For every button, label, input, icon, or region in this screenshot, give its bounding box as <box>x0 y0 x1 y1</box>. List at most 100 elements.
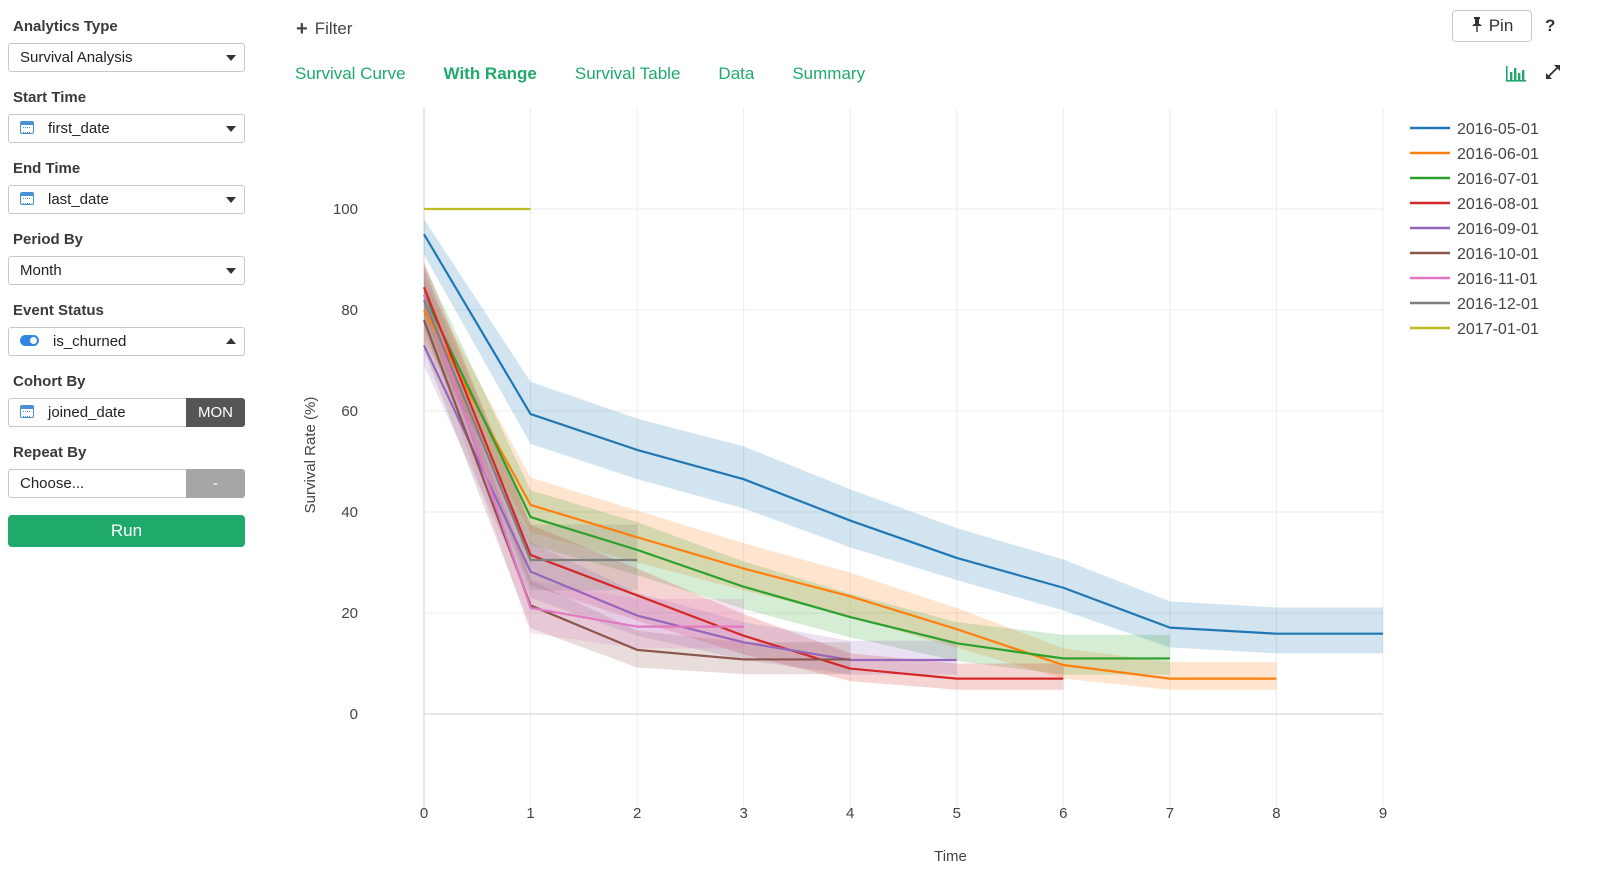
start-time-label: Start Time <box>13 89 87 106</box>
bar-chart-icon[interactable] <box>1505 64 1527 82</box>
confidence-band-2016-09-01 <box>424 325 957 675</box>
calendar-icon <box>20 192 34 206</box>
pin-button[interactable]: Pin <box>1452 10 1532 42</box>
period-by-select[interactable]: Month <box>8 256 245 285</box>
tab-survival-table[interactable]: Survival Table <box>574 64 681 83</box>
confidence-band-2016-11-01 <box>424 264 744 649</box>
series-line-2016-12-01[interactable] <box>422 299 638 562</box>
x-tick-label: 5 <box>953 805 961 822</box>
legend-item[interactable]: 2017-01-01 <box>1410 321 1539 338</box>
legend-item[interactable]: 2016-10-01 <box>1410 246 1539 263</box>
x-tick-label: 3 <box>739 805 747 822</box>
y-tick-label: 100 <box>333 201 358 218</box>
chevron-down-icon <box>226 268 236 274</box>
x-tick-label: 8 <box>1272 805 1280 822</box>
end-time-value: last_date <box>48 191 109 208</box>
repeat-by-select[interactable]: Choose... <box>8 469 186 498</box>
confidence-band-2016-08-01 <box>424 262 1064 690</box>
series-line-2016-11-01[interactable] <box>422 294 744 628</box>
legend-label: 2016-07-01 <box>1457 171 1539 188</box>
analytics-type-value: Survival Analysis <box>20 49 133 66</box>
x-tick-label: 9 <box>1379 805 1387 822</box>
legend-item[interactable]: 2016-12-01 <box>1410 296 1539 313</box>
event-status-select[interactable]: is_churned <box>8 327 245 356</box>
x-tick-label: 4 <box>846 805 854 822</box>
run-button[interactable]: Run <box>8 515 245 547</box>
repeat-by-label: Repeat By <box>13 444 87 461</box>
legend-label: 2016-08-01 <box>1457 196 1539 213</box>
x-tick-label: 7 <box>1166 805 1174 822</box>
legend-label: 2016-09-01 <box>1457 221 1539 238</box>
confidence-band-2016-07-01 <box>424 264 1170 675</box>
legend-label: 2016-05-01 <box>1457 121 1539 138</box>
period-by-label: Period By <box>13 231 84 248</box>
legend-item[interactable]: 2016-11-01 <box>1410 271 1538 288</box>
pin-icon <box>1471 17 1482 32</box>
legend-label: 2016-12-01 <box>1457 296 1539 313</box>
y-tick-label: 40 <box>341 504 358 521</box>
start-time-select[interactable]: first_date <box>8 114 245 143</box>
series-line-2016-05-01[interactable] <box>423 233 1383 635</box>
plus-icon: + <box>296 18 308 40</box>
series-line-2016-07-01[interactable] <box>423 294 1170 660</box>
confidence-band-2016-06-01 <box>424 279 1277 690</box>
cohort-by-control: joined_date MON <box>8 398 245 427</box>
x-tick-label: 6 <box>1059 805 1067 822</box>
pin-label: Pin <box>1488 16 1514 35</box>
y-tick-label: 80 <box>341 302 358 319</box>
toggle-icon <box>20 335 39 347</box>
chevron-down-icon <box>226 55 236 61</box>
tab-data[interactable]: Data <box>718 64 755 83</box>
x-axis-label: Time <box>934 848 967 865</box>
help-icon[interactable]: ? <box>1545 16 1556 35</box>
tab-summary[interactable]: Summary <box>792 64 866 83</box>
legend-item[interactable]: 2016-09-01 <box>1410 221 1539 238</box>
end-time-label: End Time <box>13 160 81 177</box>
filter-button[interactable]: + Filter <box>296 18 352 41</box>
series-line-2016-09-01[interactable] <box>423 344 957 662</box>
analytics-type-select[interactable]: Survival Analysis <box>8 43 245 72</box>
event-status-value: is_churned <box>53 333 127 350</box>
filter-label: Filter <box>314 19 353 38</box>
chevron-down-icon <box>226 197 236 203</box>
x-tick-label: 1 <box>526 805 534 822</box>
tab-survival-curve[interactable]: Survival Curve <box>295 64 406 83</box>
expand-icon[interactable] <box>1543 62 1563 82</box>
calendar-icon <box>20 121 34 135</box>
legend-item[interactable]: 2016-08-01 <box>1410 196 1539 213</box>
view-tabs: Survival Curve With Range Survival Table… <box>295 64 903 84</box>
cohort-by-value: joined_date <box>48 404 126 421</box>
y-tick-label: 0 <box>350 706 358 723</box>
end-time-select[interactable]: last_date <box>8 185 245 214</box>
repeat-by-control: Choose... - <box>8 469 245 498</box>
tab-with-range[interactable]: With Range <box>443 64 537 83</box>
x-tick-label: 0 <box>420 805 428 822</box>
y-axis-label: Survival Rate (%) <box>302 397 319 514</box>
cohort-by-label: Cohort By <box>13 373 86 390</box>
repeat-unit-button[interactable]: - <box>186 469 245 498</box>
confidence-band-2016-05-01 <box>424 219 1383 654</box>
legend-item[interactable]: 2016-06-01 <box>1410 146 1539 163</box>
legend-label: 2016-06-01 <box>1457 146 1539 163</box>
series-line-2016-10-01[interactable] <box>422 319 851 661</box>
series-line-2016-08-01[interactable] <box>422 286 1064 680</box>
analytics-type-label: Analytics Type <box>13 18 118 35</box>
cohort-by-select[interactable]: joined_date <box>8 398 186 427</box>
series-line-2016-06-01[interactable] <box>423 309 1277 680</box>
y-tick-label: 60 <box>341 403 358 420</box>
legend-label: 2016-10-01 <box>1457 246 1539 263</box>
period-by-value: Month <box>20 262 62 279</box>
legend-item[interactable]: 2016-05-01 <box>1410 121 1539 138</box>
legend-label: 2016-11-01 <box>1457 271 1538 288</box>
chevron-down-icon <box>226 126 236 132</box>
legend-label: 2017-01-01 <box>1457 321 1539 338</box>
cohort-unit-button[interactable]: MON <box>186 398 245 427</box>
x-tick-label: 2 <box>633 805 641 822</box>
start-time-value: first_date <box>48 120 110 137</box>
event-status-label: Event Status <box>13 302 104 319</box>
sidebar: Analytics Type Survival Analysis Start T… <box>0 0 258 886</box>
legend-item[interactable]: 2016-07-01 <box>1410 171 1539 188</box>
calendar-icon <box>20 405 34 419</box>
confidence-band-2016-12-01 <box>424 269 638 591</box>
